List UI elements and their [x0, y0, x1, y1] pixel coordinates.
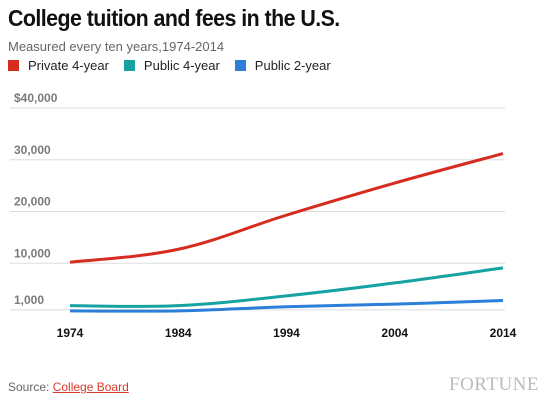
y-tick-label: $40,000: [14, 91, 58, 105]
source-link[interactable]: College Board: [52, 380, 129, 394]
legend-swatch-private-4-year: [8, 59, 19, 71]
legend: Private 4-year Public 4-year Public 2-ye…: [8, 57, 346, 73]
source-prefix: Source:: [8, 380, 53, 394]
legend-label-private-4-year: Private 4-year: [28, 57, 109, 73]
legend-item-private-4-year: Private 4-year: [8, 58, 109, 73]
chart-title: College tuition and fees in the U.S.: [8, 5, 340, 31]
series-line-public-2-year: [69, 299, 504, 313]
chart-subtitle: Measured every ten years,1974-2014: [8, 39, 225, 54]
x-tick-label: 1974: [57, 326, 84, 340]
series-line-private-4-year: [69, 152, 504, 264]
x-tick-label: 1984: [165, 326, 192, 340]
x-tick-label: 2014: [490, 326, 517, 340]
y-tick-label: 30,000: [14, 143, 51, 157]
source-note: Source: College Board: [8, 380, 129, 394]
legend-item-public-2-year: Public 2-year: [234, 57, 331, 73]
legend-swatch-public-4-year: [123, 59, 135, 71]
y-tick-label: 20,000: [14, 195, 51, 209]
series-line-public-4-year: [69, 266, 504, 308]
legend-swatch-public-2-year: [234, 59, 246, 71]
y-tick-label: 10,000: [14, 246, 51, 260]
fortune-logo: FORTUNE: [449, 374, 539, 395]
legend-label-public-4-year: Public 4-year: [143, 57, 220, 73]
legend-label-public-2-year: Public 2-year: [254, 57, 331, 73]
x-tick-label: 2004: [381, 326, 408, 340]
legend-item-public-4-year: Public 4-year: [123, 57, 220, 73]
y-tick-label: 1,000: [14, 293, 44, 307]
x-tick-label: 1994: [273, 326, 300, 340]
